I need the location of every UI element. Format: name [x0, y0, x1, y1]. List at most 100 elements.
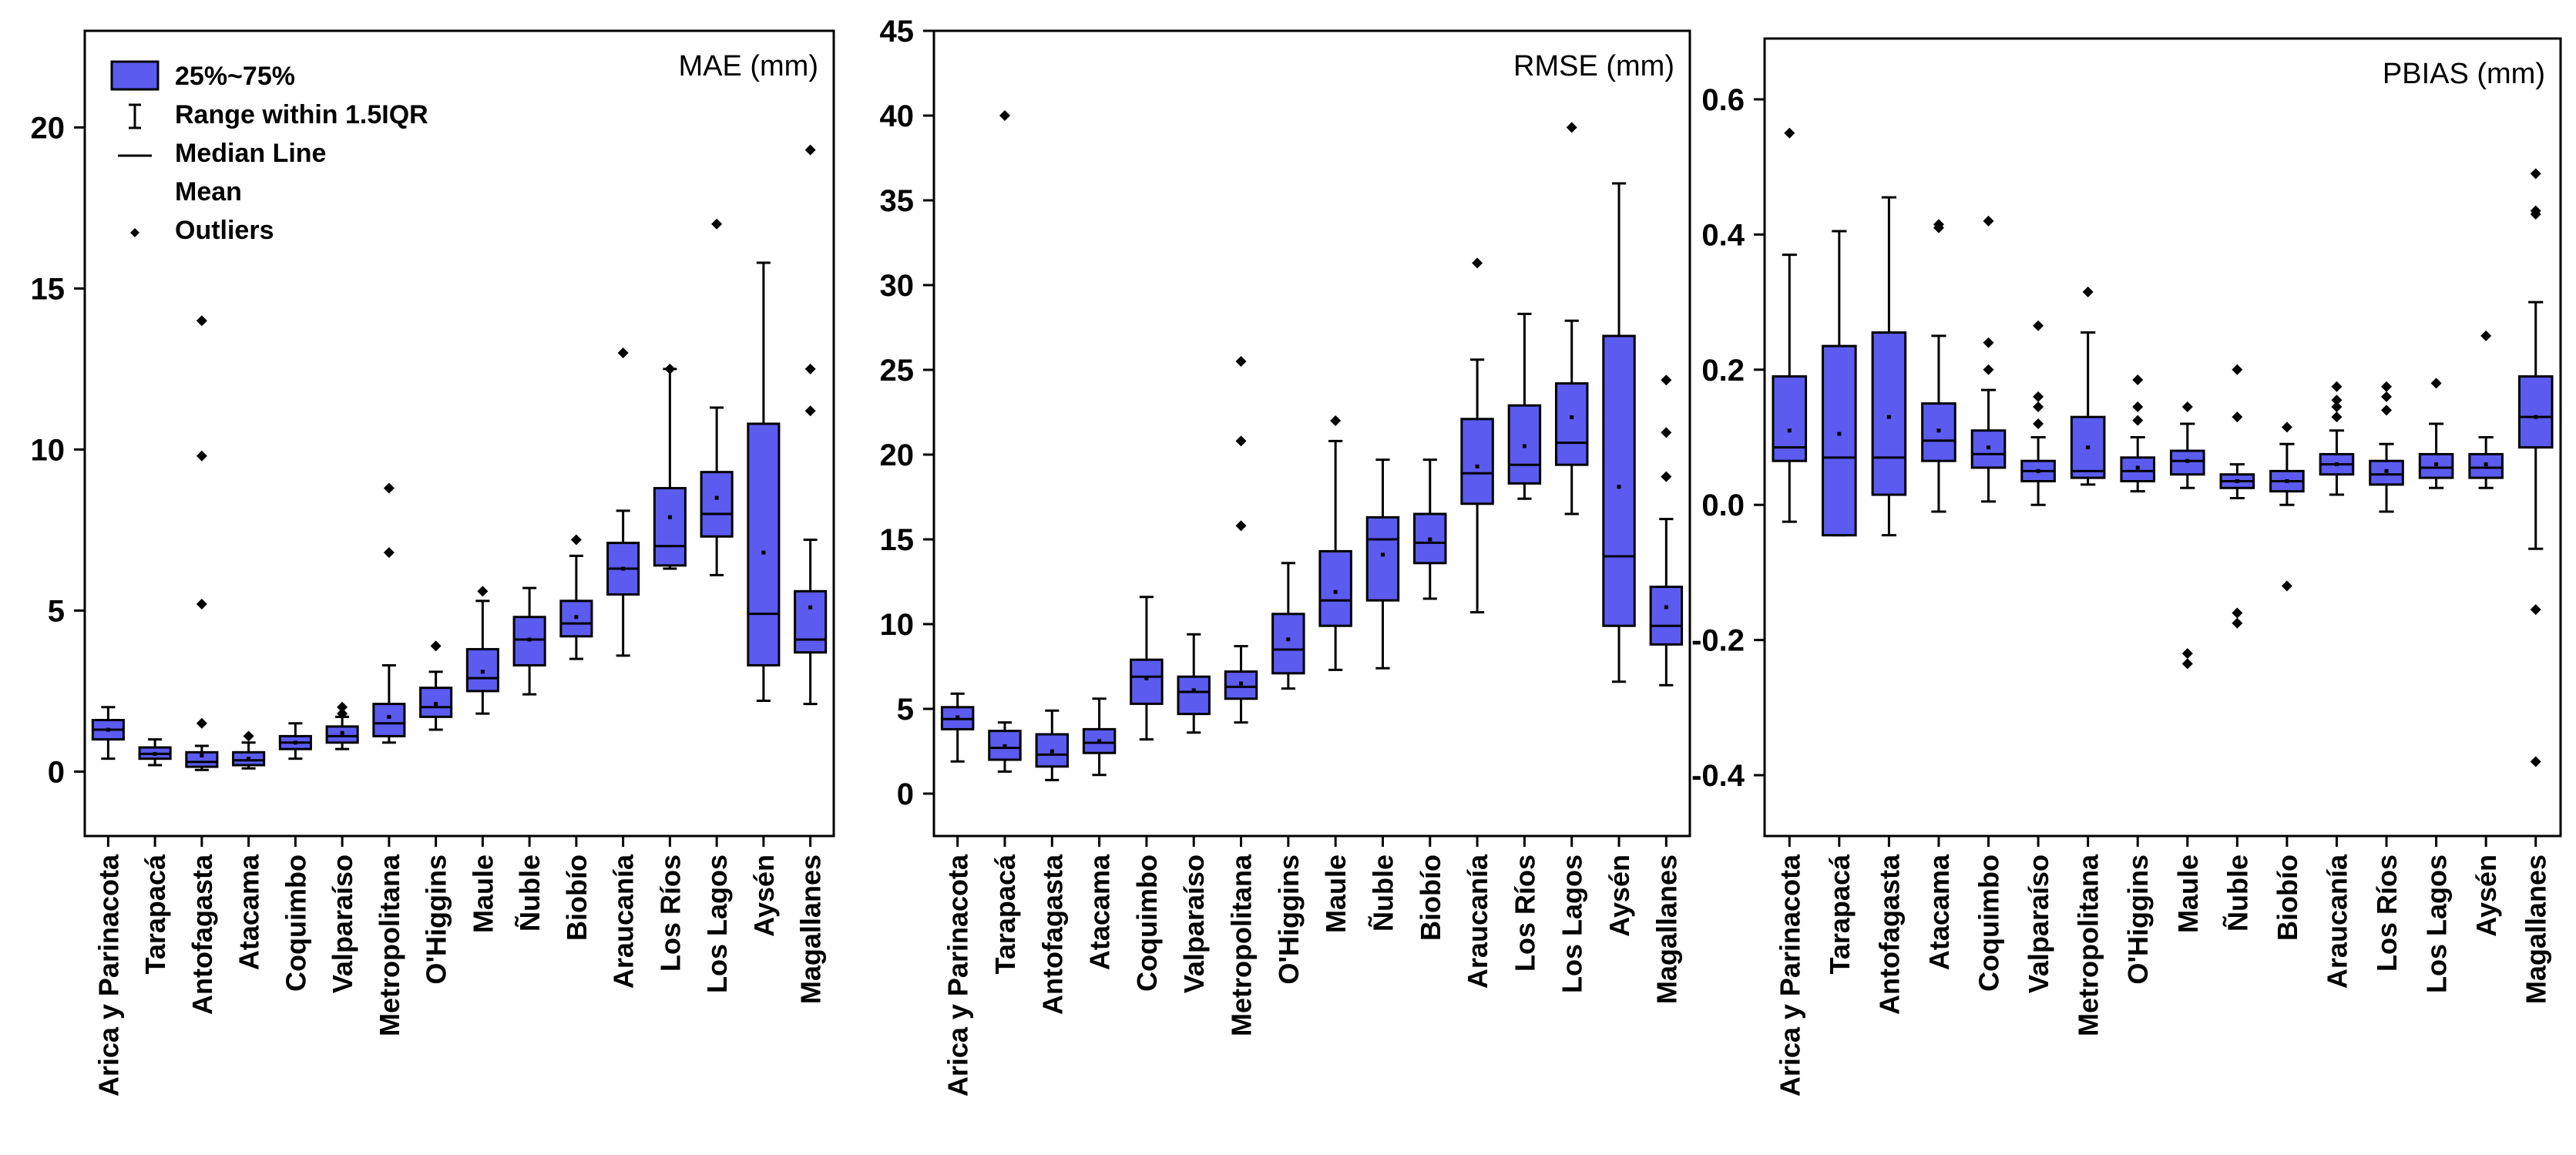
x-category-label: Magallanes	[1651, 854, 1682, 1004]
outlier-point	[2530, 604, 2541, 616]
box-15	[1602, 182, 1636, 683]
x-category-label: Arica y Parinacota	[942, 854, 974, 1096]
mean-marker	[1428, 537, 1432, 542]
y-tick-label: 0	[897, 777, 914, 811]
box-6	[1177, 633, 1211, 734]
x-category-label: Atacama	[1923, 854, 1955, 970]
mean-marker	[761, 550, 766, 555]
x-category-label: Maule	[467, 854, 499, 933]
outlier-point	[1235, 520, 1247, 532]
mean-marker	[2384, 468, 2389, 473]
y-tick-label: 0	[48, 755, 65, 789]
iqr-box	[1460, 418, 1494, 505]
mean-marker	[1987, 445, 1991, 450]
mean-marker	[1664, 605, 1668, 609]
outlier-point	[383, 547, 395, 559]
iqr-box	[1602, 334, 1636, 627]
outlier-point	[2181, 648, 2193, 660]
iqr-box	[1130, 658, 1164, 705]
x-category-label: Arica y Parinacota	[1774, 854, 1805, 1096]
box-16	[1649, 374, 1684, 687]
panel-title: MAE (mm)	[678, 50, 818, 82]
outlier-point	[1330, 415, 1342, 426]
x-category-label: Ñuble	[1366, 854, 1399, 932]
x-category-label: Los Ríos	[1509, 854, 1540, 972]
plot-frame	[83, 29, 835, 838]
iqr-box	[794, 589, 828, 654]
outlier-point	[2132, 374, 2144, 385]
box-4	[1082, 697, 1117, 777]
iqr-box	[988, 730, 1022, 761]
x-category-label: Maule	[1320, 854, 1352, 933]
mean-marker	[2185, 458, 2190, 463]
outlier-point	[2530, 756, 2541, 767]
y-tick-label: 30	[880, 269, 915, 303]
x-category-label: Valparaíso	[1178, 854, 1210, 993]
box-16	[794, 144, 828, 706]
x-category-label: Ñuble	[2221, 854, 2253, 932]
y-tick-label: 10	[31, 433, 65, 467]
x-category-label: Los Lagos	[701, 854, 733, 993]
x-category-label: O'Higgins	[1273, 854, 1305, 985]
box-2	[1822, 230, 1857, 537]
y-tick-label: 0.0	[1701, 489, 1745, 522]
box-15	[2468, 330, 2504, 489]
y-tick-label: -0.4	[1691, 759, 1745, 793]
outlier-point	[477, 586, 489, 597]
box-13	[1507, 312, 1542, 500]
outlier-point	[337, 708, 348, 720]
mean-marker	[1570, 415, 1574, 420]
x-category-label: Atacama	[1084, 854, 1116, 970]
outlier-point	[664, 363, 676, 374]
box-11	[1413, 458, 1447, 600]
x-category-label: O'Higgins	[421, 854, 452, 985]
mean-marker	[1050, 749, 1054, 754]
panel-2: 0 5 10 15 20 25 30 35 40 45 Arica y Parinacota Tara…	[880, 15, 1691, 1096]
x-category-label: Los Ríos	[2371, 854, 2403, 972]
outlier-point	[2132, 401, 2144, 413]
iqr-box	[465, 648, 499, 693]
mean-marker	[1191, 688, 1196, 693]
mean-marker	[1617, 485, 1621, 489]
iqr-box	[653, 487, 687, 567]
x-category-label: Metropolitana	[1226, 854, 1258, 1036]
outlier-point	[1983, 364, 1994, 375]
iqr-box	[1921, 402, 1956, 462]
outlier-point	[2181, 401, 2193, 413]
outlier-point	[430, 640, 442, 652]
outlier-point	[2331, 395, 2343, 406]
mean-marker	[2135, 465, 2140, 470]
outlier-point	[2381, 391, 2393, 402]
y-tick-label: -0.2	[1691, 624, 1745, 658]
iqr-box	[2517, 375, 2554, 449]
y-tick-label: 20	[880, 438, 915, 472]
mean-marker	[1333, 589, 1338, 594]
x-category-label: Atacama	[233, 854, 265, 970]
mean-marker	[956, 715, 960, 720]
outlier-point	[804, 405, 816, 417]
x-category-label: Maule	[2172, 854, 2204, 933]
outlier-point	[1472, 257, 1483, 269]
outlier-point	[2281, 580, 2292, 592]
box-9	[1318, 415, 1352, 671]
box-7	[372, 482, 406, 744]
box-15	[747, 261, 781, 702]
outlier-point	[711, 218, 723, 230]
mean-marker	[1936, 428, 1941, 433]
mean-marker	[1003, 744, 1007, 748]
mean-marker	[2484, 462, 2488, 467]
panel-title: PBIAS (mm)	[2383, 58, 2545, 90]
iqr-box	[1082, 727, 1117, 754]
outlier-point	[2480, 330, 2492, 341]
box-11	[2269, 421, 2305, 592]
iqr-box	[747, 422, 781, 666]
legend-outlier-swatch	[130, 228, 139, 237]
outlier-point	[2232, 411, 2243, 423]
iqr-box	[1871, 331, 1907, 496]
box-10	[512, 586, 546, 696]
mean-marker	[387, 714, 391, 719]
outlier-point	[2132, 415, 2144, 426]
iqr-box	[512, 616, 546, 666]
box-13	[2369, 381, 2404, 513]
legend-box-swatch	[110, 60, 160, 91]
